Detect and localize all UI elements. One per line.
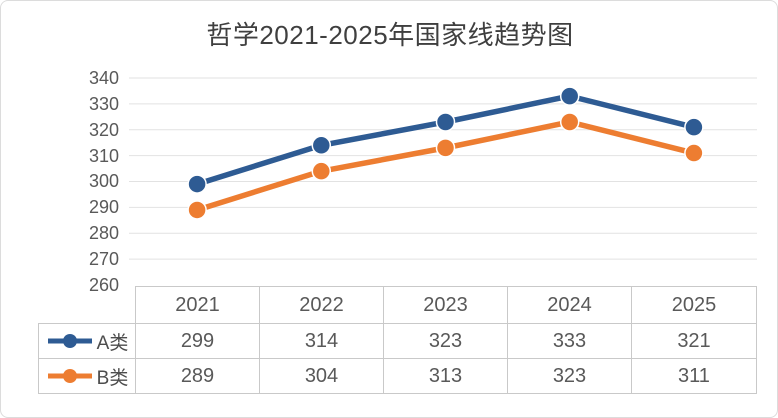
data-point-B类-2024 xyxy=(559,112,580,132)
y-axis-tick-270: 270 xyxy=(88,249,119,269)
y-axis-tick-300: 300 xyxy=(88,171,119,191)
y-axis-tick-310: 310 xyxy=(88,146,119,166)
table-cell-b-2022: 304 xyxy=(259,358,384,394)
table-cell-b-2025: 311 xyxy=(631,358,757,394)
series-a-legend-key-icon xyxy=(47,334,92,348)
table-cell-a-2024: 333 xyxy=(507,323,632,359)
table-cell-b-2023: 313 xyxy=(383,358,508,394)
series-a-legend: A类 xyxy=(39,328,135,355)
data-point-B类-2022 xyxy=(311,161,332,181)
table-corner-cell xyxy=(38,286,136,324)
chart-title: 哲学2021-2025年国家线趋势图 xyxy=(206,20,574,50)
table-cell-a-2022: 314 xyxy=(259,323,384,359)
series-a-legend-cell: A类 xyxy=(38,323,136,359)
data-point-A类-2021 xyxy=(187,174,207,194)
data-point-A类-2024 xyxy=(559,86,580,106)
y-axis-tick-330: 330 xyxy=(88,94,119,114)
data-point-A类-2025 xyxy=(684,117,704,137)
year-header-2024: 2024 xyxy=(507,286,632,324)
table-cell-a-2025: 321 xyxy=(631,323,757,359)
year-header-2022: 2022 xyxy=(259,286,384,324)
table-row-series-b: B类 289 304 313 323 311 xyxy=(38,358,757,394)
y-axis-tick-290: 290 xyxy=(88,197,119,217)
data-point-A类-2023 xyxy=(435,112,456,132)
series-b-legend-cell: B类 xyxy=(38,358,136,394)
table-cell-a-2021: 299 xyxy=(135,323,260,359)
chart-data-table: 2021 2022 2023 2024 2025 A类 299 314 323 … xyxy=(38,286,757,394)
table-cell-b-2024: 323 xyxy=(507,358,632,394)
year-header-2025: 2025 xyxy=(631,286,757,324)
table-cell-b-2021: 289 xyxy=(135,358,260,394)
table-row-series-a: A类 299 314 323 333 321 xyxy=(38,323,757,359)
year-header-2023: 2023 xyxy=(383,286,508,324)
series-b-legend: B类 xyxy=(39,363,135,390)
data-point-B类-2021 xyxy=(187,200,207,220)
y-axis-tick-340: 340 xyxy=(88,68,119,88)
data-point-B类-2023 xyxy=(435,138,456,158)
series-a-label: A类 xyxy=(96,332,129,354)
series-b-label: B类 xyxy=(96,367,129,389)
year-header-2021: 2021 xyxy=(135,286,260,324)
y-axis-tick-280: 280 xyxy=(88,223,119,243)
series-b-legend-key-icon xyxy=(47,369,92,383)
table-cell-a-2023: 323 xyxy=(383,323,508,359)
data-point-A类-2022 xyxy=(311,135,332,156)
series-line-B类 xyxy=(194,119,697,213)
data-point-B类-2025 xyxy=(684,143,704,163)
table-header-row: 2021 2022 2023 2024 2025 xyxy=(38,286,757,324)
y-axis-tick-320: 320 xyxy=(88,120,119,140)
